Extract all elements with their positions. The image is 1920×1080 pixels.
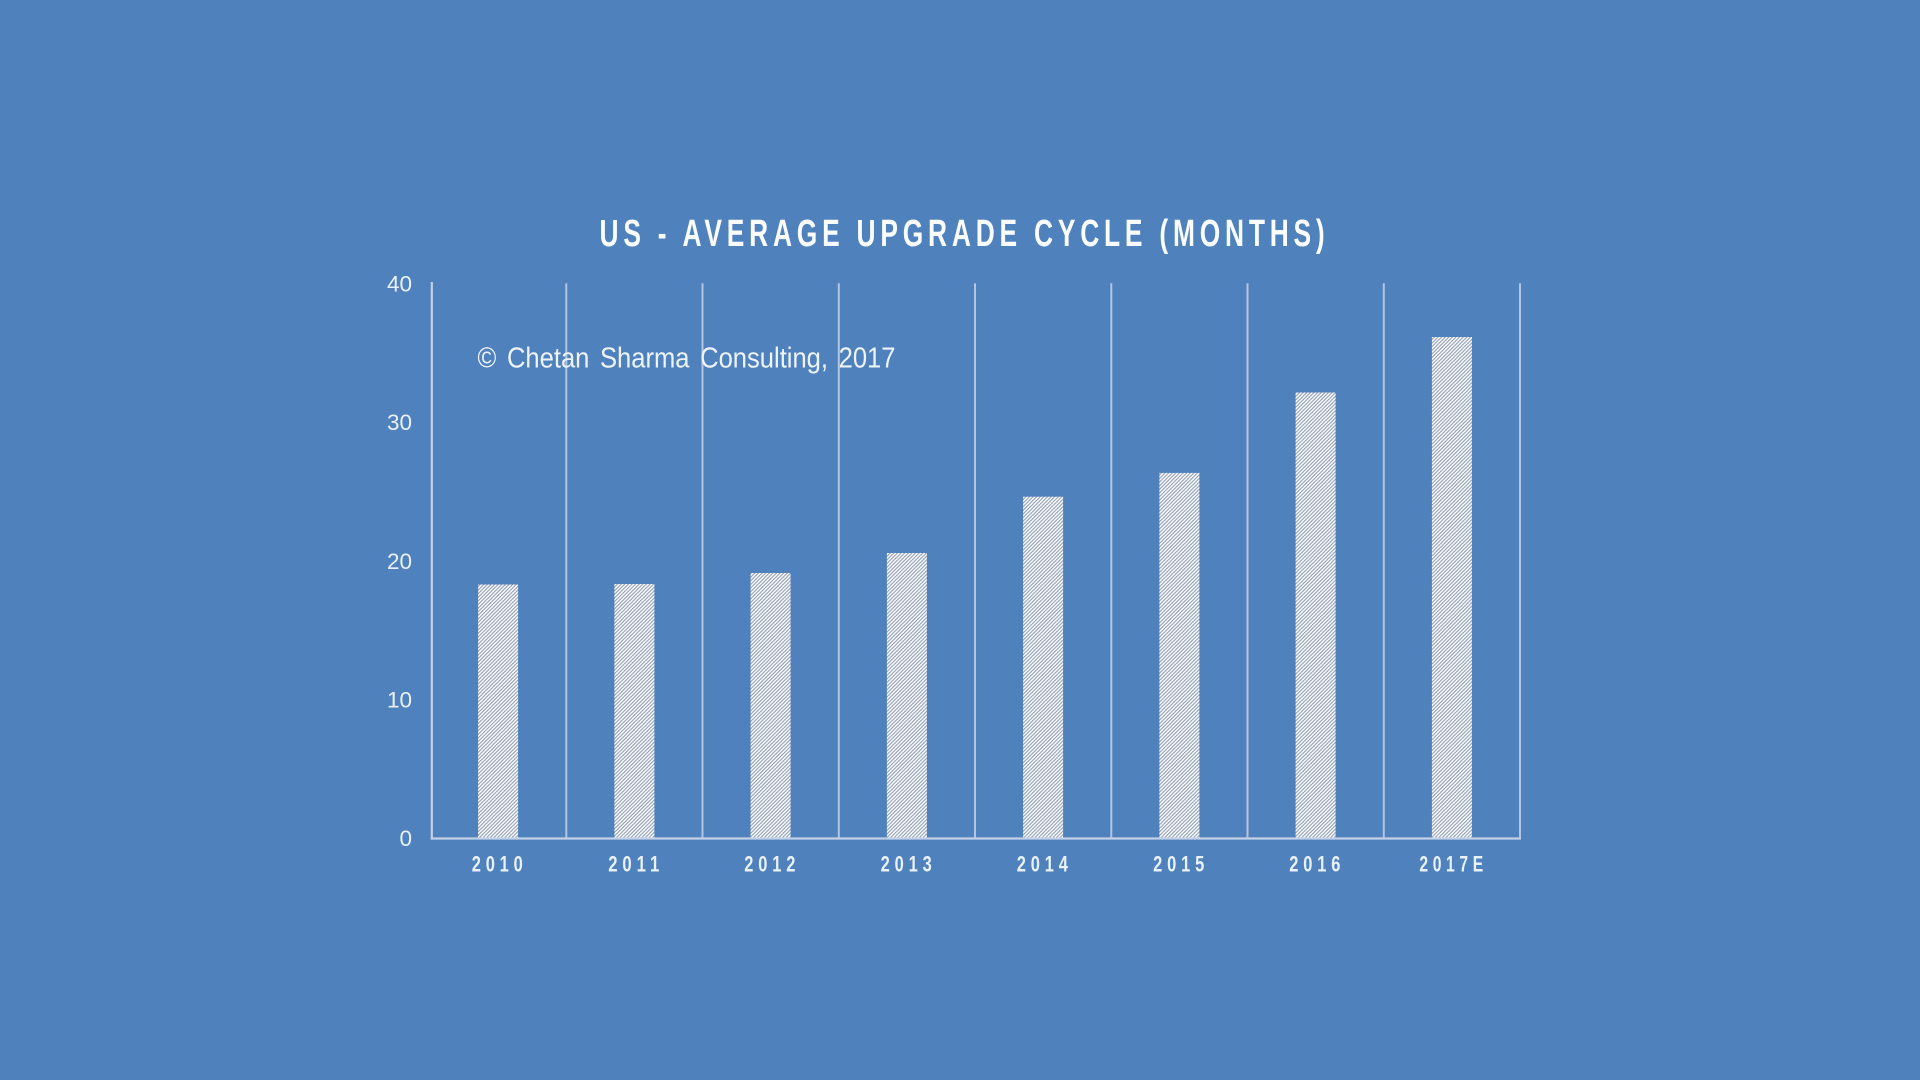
svg-text:2014: 2014 [1017,852,1073,877]
svg-text:20: 20 [387,549,412,574]
svg-text:2013: 2013 [881,852,937,877]
svg-text:2016: 2016 [1289,852,1345,877]
svg-text:2010: 2010 [472,852,528,877]
svg-text:© Chetan Sharma Consulting, 20: © Chetan Sharma Consulting, 2017 [478,342,896,374]
svg-text:2017E: 2017E [1419,852,1488,877]
svg-text:40: 40 [387,272,412,297]
svg-text:2015: 2015 [1153,852,1209,877]
svg-text:10: 10 [387,688,412,713]
svg-text:US - AVERAGE UPGRADE CYCLE (MO: US - AVERAGE UPGRADE CYCLE (MONTHS) [600,213,1330,255]
svg-text:2012: 2012 [744,852,800,877]
svg-text:0: 0 [399,826,412,851]
svg-text:2011: 2011 [608,852,664,877]
svg-text:30: 30 [387,410,412,435]
